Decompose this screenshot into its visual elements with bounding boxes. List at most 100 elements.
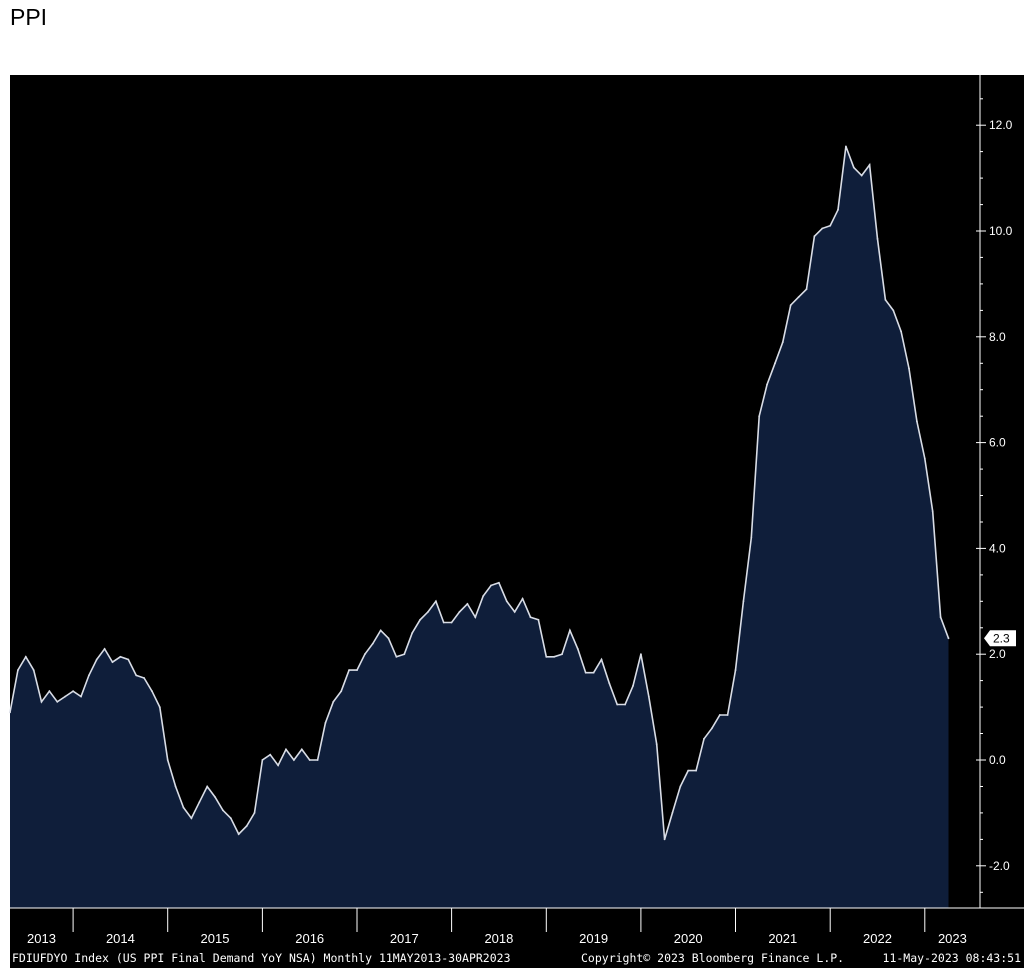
data-point bbox=[387, 637, 390, 640]
data-point bbox=[900, 330, 902, 333]
data-point bbox=[624, 703, 626, 706]
data-point bbox=[190, 817, 193, 820]
data-point bbox=[32, 669, 35, 671]
data-point bbox=[600, 658, 603, 661]
data-point bbox=[908, 367, 910, 370]
data-point bbox=[356, 669, 358, 671]
data-point bbox=[332, 700, 335, 703]
data-point bbox=[561, 653, 563, 656]
footer-timestamp: 11-May-2023 08:43:51 bbox=[883, 951, 1022, 965]
data-point bbox=[498, 581, 500, 584]
data-point bbox=[608, 682, 611, 685]
data-point bbox=[127, 658, 130, 661]
data-point bbox=[916, 420, 918, 423]
data-point bbox=[837, 208, 839, 211]
x-year-label: 2020 bbox=[674, 931, 703, 946]
series-area bbox=[10, 146, 949, 908]
data-point bbox=[860, 174, 863, 177]
data-point bbox=[750, 536, 753, 539]
data-point bbox=[80, 695, 82, 698]
data-point bbox=[119, 655, 122, 658]
data-point bbox=[852, 166, 855, 169]
x-year-label: 2019 bbox=[579, 931, 608, 946]
data-point bbox=[640, 653, 642, 656]
x-year-label: 2017 bbox=[390, 931, 419, 946]
data-point bbox=[206, 785, 209, 788]
data-point bbox=[64, 695, 67, 698]
data-point bbox=[892, 309, 895, 312]
data-point bbox=[419, 618, 421, 621]
y-tick-label: 2.0 bbox=[989, 647, 1006, 661]
data-point bbox=[403, 653, 406, 656]
data-point bbox=[450, 621, 453, 624]
data-point bbox=[56, 700, 59, 703]
x-year-label: 2014 bbox=[106, 931, 135, 946]
data-point bbox=[300, 748, 303, 751]
data-point bbox=[813, 235, 816, 238]
data-point bbox=[395, 655, 398, 658]
data-point bbox=[923, 457, 926, 460]
data-point bbox=[758, 415, 761, 418]
last-value-label: 2.3 bbox=[993, 631, 1010, 645]
data-point bbox=[868, 164, 871, 166]
data-point bbox=[742, 600, 745, 603]
data-point bbox=[632, 685, 634, 687]
data-point bbox=[569, 629, 571, 632]
data-point bbox=[135, 674, 138, 677]
data-point bbox=[655, 743, 658, 745]
data-point bbox=[151, 690, 153, 693]
data-point bbox=[9, 711, 11, 714]
data-point bbox=[687, 769, 690, 772]
data-point bbox=[884, 298, 887, 301]
chart-footer: FDIUFDYO Index (US PPI Final Demand YoY … bbox=[12, 951, 1021, 965]
data-point bbox=[529, 616, 532, 619]
data-point bbox=[845, 145, 847, 148]
x-year-label: 2016 bbox=[295, 931, 324, 946]
data-point bbox=[663, 838, 666, 841]
data-point bbox=[553, 655, 555, 658]
data-point bbox=[293, 759, 295, 761]
data-point bbox=[592, 671, 595, 674]
data-point bbox=[237, 833, 240, 835]
data-point bbox=[576, 648, 579, 650]
data-point bbox=[876, 238, 879, 240]
data-point bbox=[214, 796, 216, 798]
last-value-marker bbox=[984, 630, 1016, 647]
data-point bbox=[166, 759, 169, 761]
data-point bbox=[466, 603, 469, 605]
data-point bbox=[647, 695, 650, 698]
y-tick-label: 8.0 bbox=[989, 330, 1006, 344]
data-point bbox=[48, 690, 51, 693]
footer-index-description: FDIUFDYO Index (US PPI Final Demand YoY … bbox=[12, 951, 511, 965]
y-tick-label: 10.0 bbox=[989, 224, 1013, 238]
data-point bbox=[734, 669, 737, 671]
data-point bbox=[931, 510, 934, 513]
data-point bbox=[269, 753, 272, 756]
data-point bbox=[537, 618, 540, 621]
x-year-label: 2013 bbox=[27, 931, 56, 946]
data-point bbox=[726, 714, 729, 716]
data-point bbox=[24, 655, 27, 658]
data-point bbox=[308, 759, 311, 761]
data-point bbox=[679, 785, 682, 788]
data-point bbox=[340, 690, 343, 693]
data-point bbox=[229, 817, 232, 820]
data-point bbox=[17, 669, 19, 671]
data-point bbox=[364, 653, 366, 656]
data-point bbox=[939, 616, 942, 619]
data-point bbox=[474, 616, 477, 619]
data-point bbox=[40, 700, 43, 703]
data-point bbox=[797, 296, 800, 298]
data-point bbox=[253, 812, 256, 814]
data-point bbox=[482, 595, 485, 597]
x-year-label: 2021 bbox=[768, 931, 797, 946]
data-point bbox=[766, 383, 768, 386]
data-point bbox=[222, 809, 224, 812]
data-point bbox=[718, 714, 721, 716]
data-point bbox=[947, 637, 950, 640]
data-point bbox=[805, 288, 808, 291]
y-tick-label: 4.0 bbox=[989, 541, 1006, 555]
data-point bbox=[435, 600, 437, 603]
data-point bbox=[111, 661, 114, 663]
